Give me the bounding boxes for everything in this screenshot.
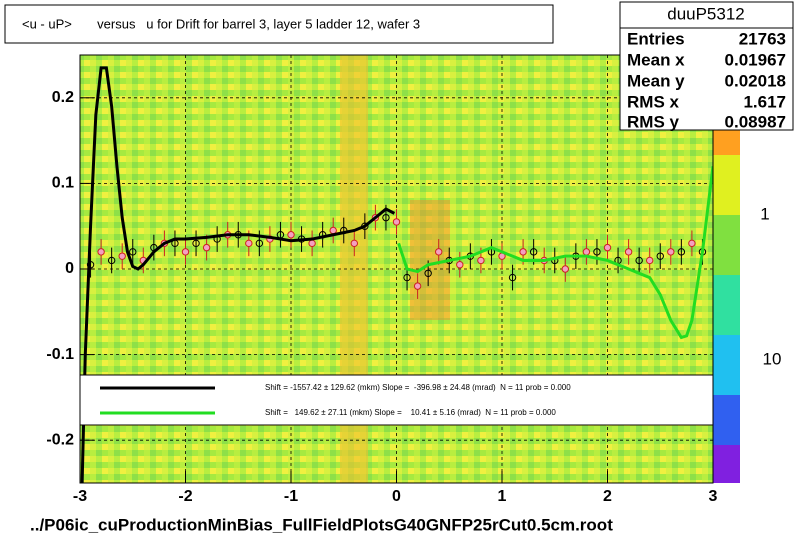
x-tick-label: 0 (392, 488, 401, 505)
stats-value: 1.617 (743, 92, 786, 111)
palette-label: 1 (760, 204, 769, 223)
data-point (519, 248, 527, 256)
data-point (656, 252, 664, 260)
data-point (508, 273, 517, 282)
y-tick-label: 0.2 (52, 89, 74, 106)
stats-label: Mean x (627, 50, 685, 69)
data-point (456, 261, 464, 269)
data-point (97, 248, 105, 256)
data-point (677, 248, 686, 256)
stats-value: 0.01967 (725, 50, 786, 69)
data-point (403, 273, 411, 282)
y-tick-label: -0.2 (46, 431, 74, 448)
data-point (350, 239, 358, 248)
stats-value: 21763 (739, 29, 786, 48)
data-point (603, 243, 612, 252)
data-point (646, 256, 654, 265)
data-point (392, 218, 401, 226)
x-tick-label: -1 (284, 488, 298, 505)
title-box (4, 4, 554, 44)
data-point (477, 256, 485, 265)
data-point (624, 248, 633, 256)
data-point (382, 213, 390, 222)
data-point (107, 256, 116, 265)
stats-value: 0.08987 (725, 112, 786, 131)
footer: ../P06ic_cuProductionMinBias_FullFieldPl… (30, 515, 613, 534)
y-tick-label: -0.1 (46, 346, 74, 363)
stats-label: Entries (627, 29, 685, 48)
data-point (582, 248, 591, 256)
data-point (192, 239, 200, 248)
fit-line (80, 66, 396, 483)
fit-line (397, 166, 713, 340)
x-tick-label: -3 (73, 488, 87, 505)
data-point (287, 231, 295, 239)
chart-title: <u - uP> versus u for Drift for barrel 3… (22, 16, 420, 31)
data-point (308, 239, 316, 248)
data-point (667, 248, 675, 256)
legend-label: Shift = -1557.42 ± 129.62 (mkm) Slope = … (265, 383, 571, 392)
y-tick-label: 0 (65, 260, 74, 277)
stats-box: Entries 21763 Mean x 0.01967 Mean y 0.02018 RM… (619, 1, 794, 131)
stats-value: 0.02018 (725, 71, 786, 90)
stats-label: Mean y (627, 71, 685, 90)
stats-label: RMS y (627, 112, 680, 131)
data-point (129, 248, 137, 256)
legend: Shift = -1557.42 ± 129.62 (mkm) Slope = … (79, 374, 714, 426)
x-tick-label: 3 (709, 488, 718, 505)
data-point (561, 265, 569, 273)
data-point (255, 239, 264, 248)
x-tick-label: 2 (603, 488, 612, 505)
stats-title: duuP5312 (667, 4, 745, 23)
data-point (118, 252, 126, 260)
data-point (688, 239, 696, 248)
data-point (529, 248, 538, 256)
x-tick-label: -2 (178, 488, 192, 505)
stats-label: RMS x (627, 92, 680, 111)
data-point (593, 248, 601, 256)
data-point (413, 282, 422, 290)
palette-label: 10 (763, 349, 782, 368)
data-point (181, 248, 190, 256)
data-point (435, 248, 443, 256)
x-tick-label: 1 (498, 488, 507, 505)
data-point (202, 243, 211, 252)
data-point (635, 256, 643, 265)
heatmap-band (410, 200, 450, 320)
y-tick-label: 0.1 (52, 175, 74, 192)
legend-label: Shift = 149.62 ± 27.11 (mkm) Slope = 10.… (265, 408, 556, 417)
data-point (424, 269, 432, 277)
data-point (329, 226, 337, 235)
data-point (245, 239, 253, 248)
